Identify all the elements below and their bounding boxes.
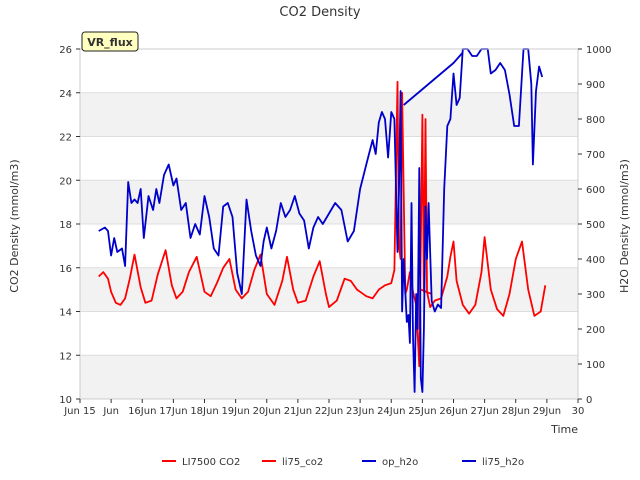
x-tick-label: 25Jun xyxy=(408,406,436,417)
right-tick-label: 900 xyxy=(586,80,605,91)
left-tick-label: 16 xyxy=(59,264,72,275)
left-tick-label: 20 xyxy=(59,176,72,187)
right-tick-label: 500 xyxy=(586,220,605,231)
x-tick-label: 30 xyxy=(572,406,585,417)
right-tick-label: 1000 xyxy=(586,45,611,56)
plot-bands xyxy=(80,92,578,399)
series-lines xyxy=(98,48,547,393)
x-tick-label: 24Jun xyxy=(377,406,405,417)
right-tick-label: 100 xyxy=(586,360,605,371)
right-tick-label: 600 xyxy=(586,185,605,196)
x-tick-label: 26Jun xyxy=(439,406,467,417)
x-tick-label: 18Jun xyxy=(190,406,218,417)
right-tick-label: 400 xyxy=(586,255,605,266)
series-line-op-h2o xyxy=(403,51,464,106)
x-tick-label: 21Jun xyxy=(284,406,312,417)
left-axis-ticks: 10 12 14 16 18 20 22 24 26 xyxy=(59,45,80,406)
x-tick-label: 16Jun xyxy=(128,406,156,417)
x-tick-label: 20Jun xyxy=(253,406,281,417)
x-tick-label: 27Jun xyxy=(470,406,498,417)
left-tick-label: 10 xyxy=(59,395,72,406)
vr-flux-badge-text: VR_flux xyxy=(87,36,133,49)
left-tick-label: 14 xyxy=(59,308,72,319)
plot-band xyxy=(80,180,578,224)
series-line-li75-h2o xyxy=(98,48,544,393)
right-tick-label: 0 xyxy=(586,395,592,406)
right-tick-label: 800 xyxy=(586,115,605,126)
legend-entry: op_h2o xyxy=(382,457,418,468)
x-axis-ticks: Jun 15 Jun 16Jun 17Jun 18Jun 19Jun 20Jun 21Jun 2… xyxy=(63,399,584,417)
x-tick-label: Jun xyxy=(102,406,119,417)
left-tick-label: 26 xyxy=(59,45,72,56)
x-tick-label: 29Jun xyxy=(533,406,561,417)
x-tick-label: 17Jun xyxy=(159,406,187,417)
right-tick-label: 200 xyxy=(586,325,605,336)
legend: LI7500 CO2 li75_co2 op_h2o li75_h2o xyxy=(162,457,524,468)
legend-entry: LI7500 CO2 xyxy=(182,457,240,468)
legend-entry: li75_h2o xyxy=(482,457,524,468)
x-tick-label: 28Jun xyxy=(502,406,530,417)
x-axis-label: Time xyxy=(550,423,578,436)
right-axis-ticks: 0 100 200 300 400 500 600 700 800 900 1000 xyxy=(578,45,611,406)
left-axis-label: CO2 Density (mmol/m3) xyxy=(8,159,21,292)
x-tick-label: 22Jun xyxy=(315,406,343,417)
plot-band xyxy=(80,92,578,137)
left-tick-label: 18 xyxy=(59,220,72,231)
right-axis-label: H2O Density (mmol/m3) xyxy=(618,159,631,293)
x-tick-label: Jun 15 xyxy=(63,406,96,417)
right-tick-label: 300 xyxy=(586,290,605,301)
plot-band xyxy=(80,355,578,399)
left-tick-label: 12 xyxy=(59,351,72,362)
x-tick-label: 19Jun xyxy=(221,406,249,417)
left-tick-label: 24 xyxy=(59,89,72,100)
legend-entry: li75_co2 xyxy=(282,457,323,468)
right-tick-label: 700 xyxy=(586,150,605,161)
series-line-li75-co2 xyxy=(98,80,547,368)
x-tick-label: 23Jun xyxy=(346,406,374,417)
left-tick-label: 22 xyxy=(59,133,72,144)
chart-title: CO2 Density xyxy=(279,5,360,20)
vr-flux-badge: VR_flux xyxy=(81,31,139,52)
